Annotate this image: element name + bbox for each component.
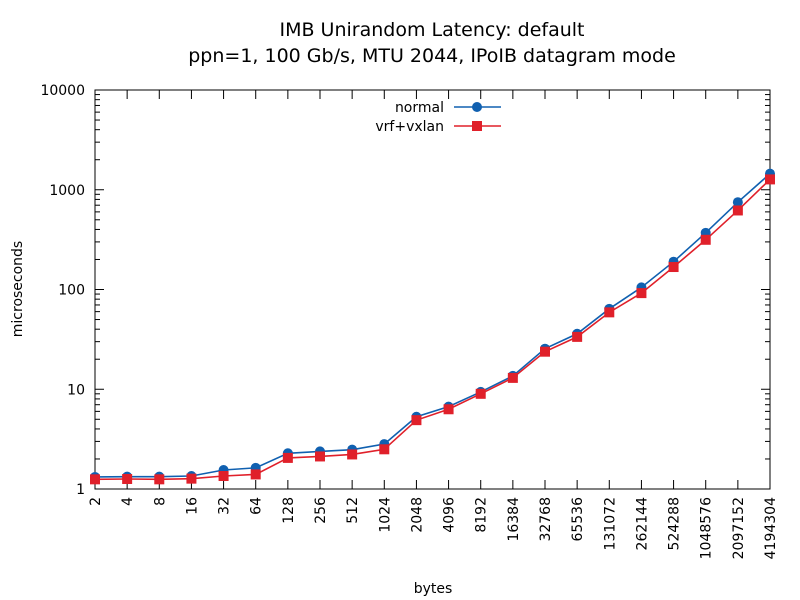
legend-marker-circle (472, 102, 482, 112)
y-axis-label: microseconds (10, 241, 26, 337)
series-line-normal (94, 173, 771, 478)
data-point-vrf-vxlan (411, 415, 422, 426)
x-tick-label: 2048 (409, 497, 425, 533)
x-tick-label: 512 (345, 497, 361, 524)
x-tick-label: 8 (152, 497, 168, 506)
data-point-vrf-vxlan (186, 473, 197, 484)
data-point-vrf-vxlan (540, 346, 550, 357)
x-axis: 2 4 8 16 32 64 128 256 512 1024 2048 4096 8192 16384 3… (88, 90, 779, 559)
x-tick-label: 16384 (506, 497, 522, 542)
x-tick-label: 16 (184, 497, 200, 515)
plot-frame (94, 89, 771, 490)
data-point-normal (732, 197, 743, 208)
x-tick-label: 2 (88, 497, 104, 506)
x-tick-label: 256 (313, 497, 329, 524)
legend: normal vrf+vxlan (375, 100, 501, 135)
data-point-vrf-vxlan (122, 473, 133, 484)
data-point-vrf-vxlan (315, 451, 325, 462)
x-tick-label: 4194304 (763, 497, 779, 559)
x-tick-label: 2097152 (731, 497, 747, 559)
y-tick-label: 1 (76, 482, 85, 498)
x-tick-label: 4 (120, 497, 136, 506)
x-tick-label: 64 (249, 497, 265, 515)
data-point-vrf-vxlan (154, 474, 165, 485)
data-point-vrf-vxlan (90, 474, 100, 485)
x-tick-label: 1048576 (699, 497, 715, 559)
data-point-vrf-vxlan (700, 234, 711, 245)
x-tick-label: 131072 (602, 497, 618, 550)
data-point-vrf-vxlan (347, 449, 358, 460)
data-point-vrf-vxlan (604, 307, 615, 318)
data-point-vrf-vxlan (475, 388, 486, 399)
y-tick-label: 100 (58, 283, 85, 299)
data-point-vrf-vxlan (379, 444, 390, 455)
data-point-vrf-vxlan (668, 262, 679, 273)
y-tick-label: 1000 (49, 183, 85, 199)
x-tick-label: 128 (281, 497, 297, 524)
data-point-vrf-vxlan (443, 404, 454, 415)
x-tick-label: 65536 (570, 497, 586, 542)
data-point-vrf-vxlan (732, 205, 743, 216)
data-point-vrf-vxlan (765, 174, 775, 185)
x-tick-label: 32 (217, 497, 233, 515)
x-tick-label: 262144 (634, 497, 650, 551)
series-line-vrf-vxlan (94, 178, 771, 481)
x-tick-label: 8192 (474, 497, 490, 533)
x-tick-label: 4096 (442, 497, 458, 533)
data-point-vrf-vxlan (636, 288, 647, 299)
legend-label: vrf+vxlan (375, 119, 444, 135)
x-tick-label: 524288 (667, 497, 683, 550)
data-point-vrf-vxlan (250, 469, 261, 480)
data-point-vrf-vxlan (507, 372, 518, 383)
chart-subtitle: ppn=1, 100 Gb/s, MTU 2044, IPoIB datagra… (188, 45, 676, 67)
data-point-vrf-vxlan (282, 452, 293, 463)
chart-title: IMB Unirandom Latency: default (279, 19, 584, 41)
legend-marker-square (472, 121, 482, 131)
data-point-vrf-vxlan (218, 470, 229, 481)
y-axis: 1 10 100 1000 10000 (40, 83, 770, 498)
x-tick-label: 1024 (377, 497, 393, 533)
data-point-vrf-vxlan (572, 331, 583, 342)
x-tick-label: 32768 (538, 497, 554, 542)
legend-label: normal (395, 100, 444, 116)
y-tick-label: 10000 (40, 83, 85, 99)
x-axis-label: bytes (414, 581, 453, 597)
series-layer (90, 168, 775, 485)
y-tick-label: 10 (67, 382, 85, 398)
